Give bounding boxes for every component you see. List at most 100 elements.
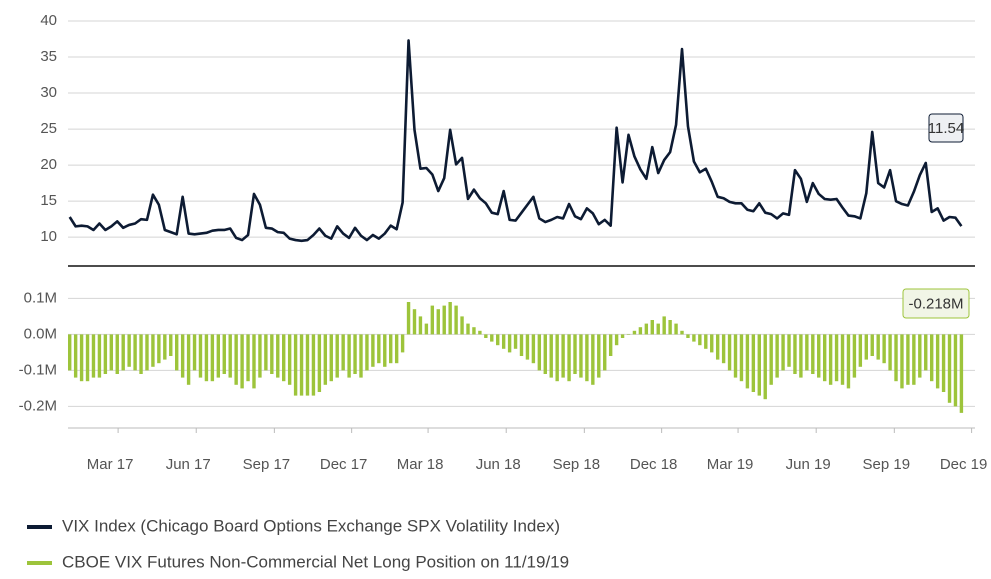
bar [496, 334, 500, 346]
bar [460, 316, 464, 335]
bar [757, 334, 761, 396]
bar [947, 334, 952, 403]
bar [870, 334, 874, 356]
bar [472, 327, 476, 335]
bar [466, 323, 470, 335]
bar [591, 334, 595, 385]
bar [614, 334, 619, 346]
bar [822, 334, 827, 382]
bar [698, 334, 702, 346]
bar [811, 334, 815, 374]
bar [145, 334, 149, 371]
bar [906, 334, 910, 385]
bar [775, 334, 779, 378]
bar [305, 334, 310, 396]
value-callout-label: 11.54 [928, 120, 964, 137]
bar [400, 334, 405, 353]
bar [192, 334, 197, 371]
bar [121, 334, 125, 371]
bar [680, 330, 684, 335]
bar [240, 334, 244, 389]
bar [626, 334, 631, 335]
bar [787, 334, 791, 367]
bar [204, 334, 209, 382]
bar [603, 334, 607, 371]
bar [371, 334, 375, 367]
y-tick-label: -0.2M [19, 397, 57, 414]
value-callout [902, 288, 970, 319]
bar [163, 334, 167, 360]
bar [67, 334, 72, 371]
bar [650, 320, 654, 335]
bar [97, 334, 102, 378]
bar [912, 334, 916, 385]
bar [406, 302, 411, 335]
bar [151, 334, 155, 367]
bar [79, 334, 84, 382]
bar [335, 334, 339, 378]
bar [222, 334, 226, 374]
bar [733, 334, 738, 378]
bar [85, 334, 90, 382]
bar [175, 334, 179, 371]
bar [739, 334, 744, 382]
bar [561, 334, 565, 378]
y-tick-label: -0.1M [19, 361, 57, 378]
bar [692, 334, 696, 342]
bar [377, 334, 381, 364]
bar [555, 334, 559, 382]
bar [573, 334, 577, 374]
bar [644, 323, 649, 335]
bar [953, 334, 958, 407]
bar [662, 316, 666, 335]
bar [341, 334, 345, 371]
bar [169, 334, 173, 356]
bar [674, 323, 678, 335]
bar [311, 334, 316, 396]
bar [686, 334, 690, 338]
bar [579, 334, 583, 378]
legend-label: VIX Index (Chicago Board Options Exchang… [62, 516, 560, 535]
bar [924, 334, 928, 371]
bar [817, 334, 821, 378]
bar [270, 334, 274, 374]
bar [632, 330, 637, 335]
bar [549, 334, 553, 378]
bar [264, 334, 268, 371]
bar [490, 334, 494, 342]
bar [424, 323, 429, 335]
bar [941, 334, 946, 392]
bar [501, 334, 506, 349]
bar [799, 334, 803, 378]
bar [805, 334, 809, 371]
bar [484, 334, 488, 338]
bar [186, 334, 191, 385]
bar [715, 334, 720, 360]
bar [763, 334, 767, 400]
bar [293, 334, 298, 396]
bar [519, 334, 524, 356]
bar [252, 334, 256, 389]
x-tick-label: Dec 19 [940, 456, 988, 473]
bar [585, 334, 589, 382]
x-tick-label: Mar 19 [707, 456, 754, 473]
y-tick-label: 25 [40, 120, 57, 137]
x-tick-label: Sep 19 [863, 456, 911, 473]
y-tick-label: 0.0M [24, 325, 57, 342]
bar [234, 334, 238, 385]
bar [210, 334, 215, 382]
bar [882, 334, 886, 364]
bar [383, 334, 387, 367]
bar [597, 334, 601, 378]
y-tick-label: 30 [40, 84, 57, 101]
bar [365, 334, 369, 371]
bar [258, 334, 262, 378]
bar [704, 334, 708, 349]
x-tick-label: Jun 18 [476, 456, 521, 473]
bar [721, 334, 726, 364]
x-tick-label: Sep 17 [243, 456, 291, 473]
bar [115, 334, 119, 374]
bar [323, 334, 328, 385]
x-tick-label: Dec 17 [320, 456, 368, 473]
